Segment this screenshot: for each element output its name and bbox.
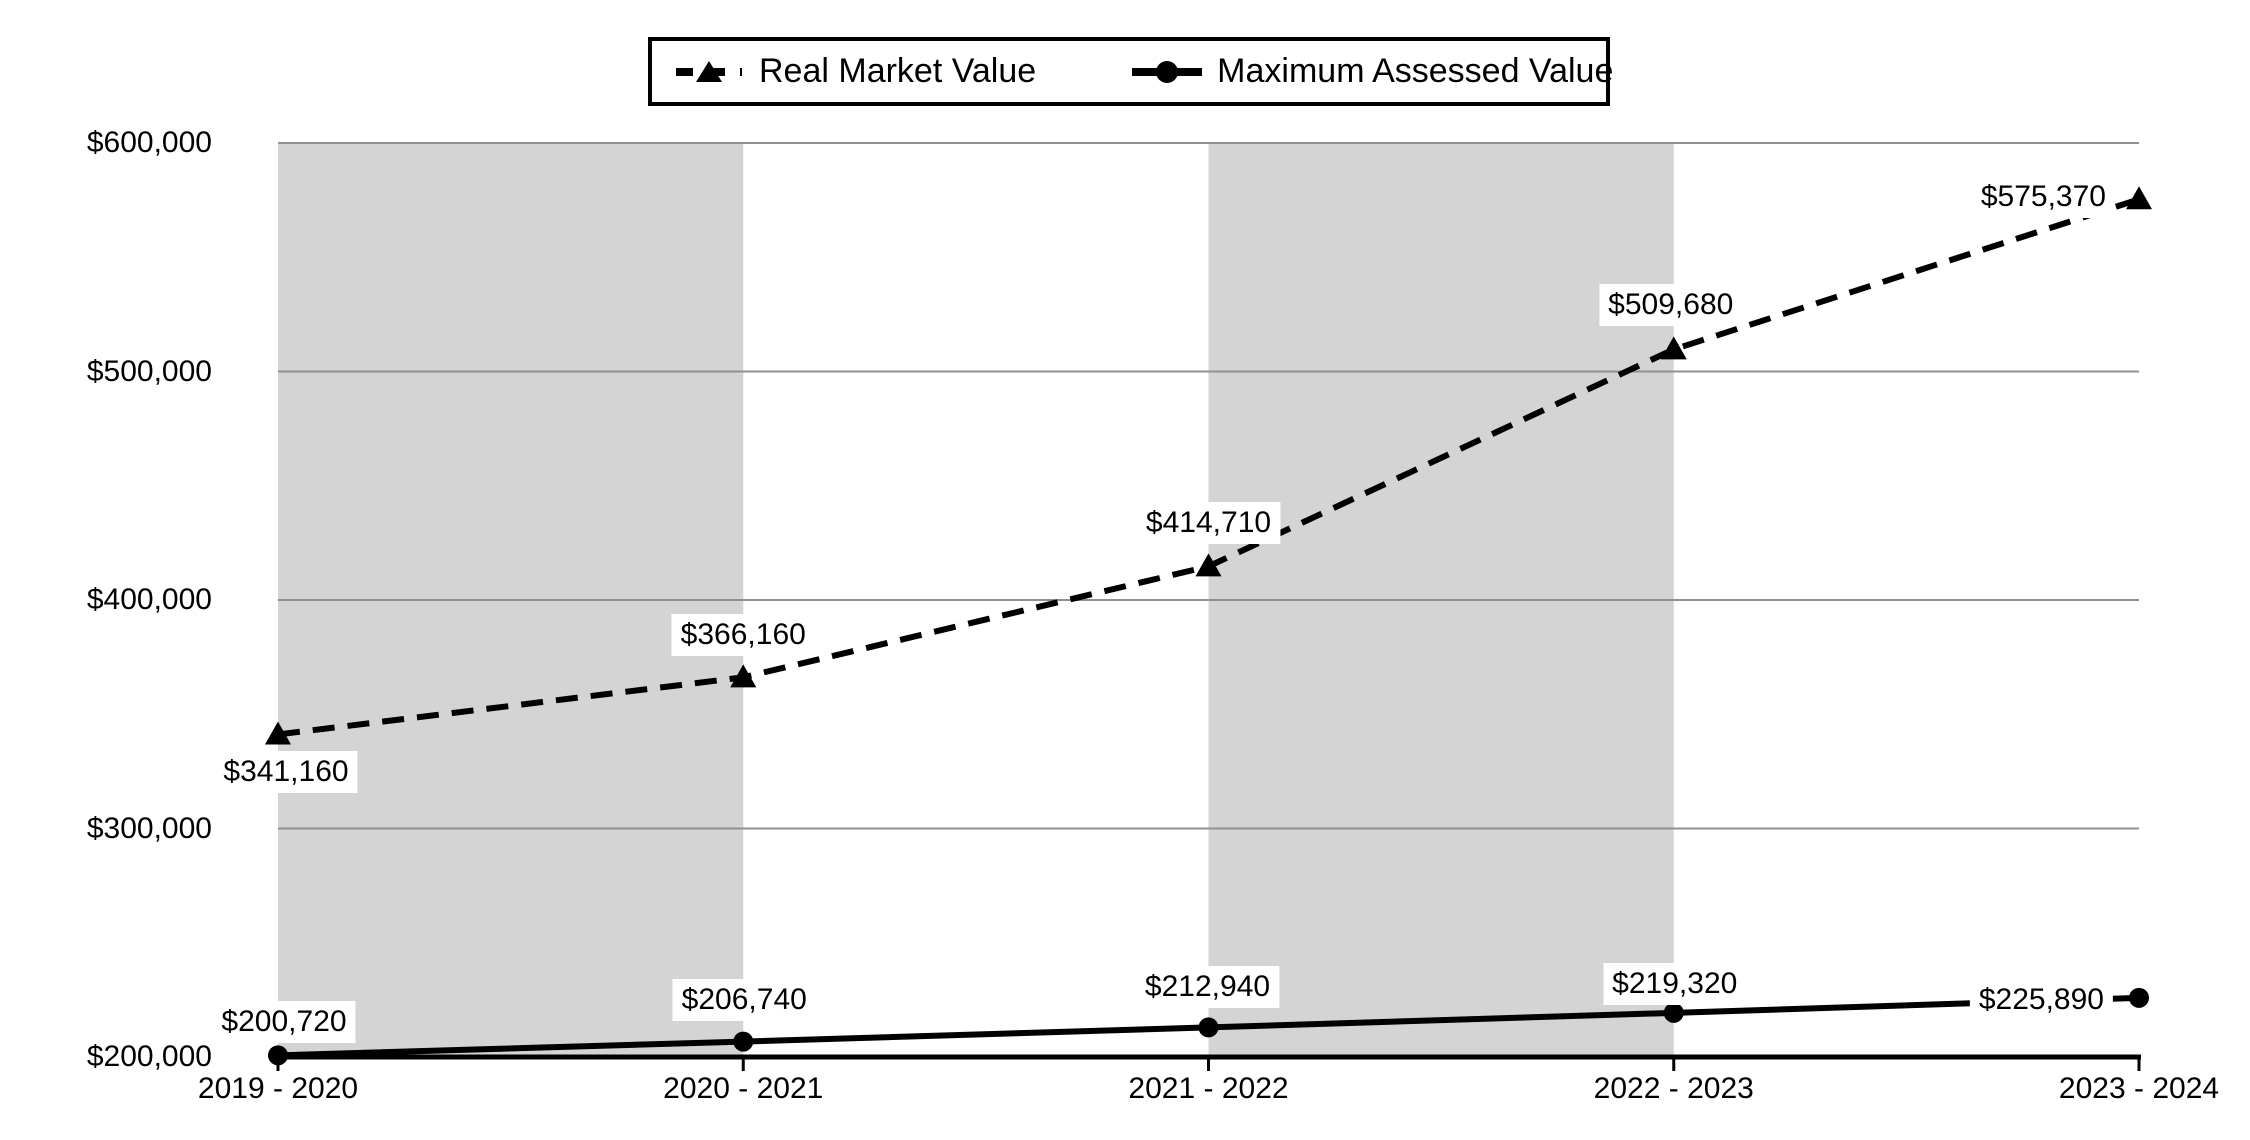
legend-item-maximum-assessed-value: Maximum Assessed Value bbox=[1132, 52, 1613, 91]
data-label-rmv-2019: $341,160 bbox=[214, 751, 358, 794]
x-axis-label-2019-2020: 2019 - 2020 bbox=[197, 1072, 359, 1105]
legend-label-real-market-value: Real Market Value bbox=[759, 52, 1037, 90]
y-axis-tick-500000: $500,000 bbox=[86, 354, 212, 388]
data-label-mav-2022: $219,320 bbox=[1603, 962, 1747, 1005]
x-axis-label-2020-2021: 2020 - 2021 bbox=[663, 1072, 824, 1105]
data-label-mav-2019: $200,720 bbox=[212, 1001, 356, 1044]
data-label-mav-2023: $225,890 bbox=[1969, 978, 2113, 1021]
dashed-triangle-line-icon bbox=[676, 60, 742, 82]
x-axis-label-2021-2022: 2021 - 2022 bbox=[1128, 1072, 1289, 1105]
data-label-mav-2021: $212,940 bbox=[1135, 966, 1280, 1009]
legend-item-real-market-value: Real Market Value bbox=[674, 52, 1036, 91]
y-axis-tick-200000: $200,000 bbox=[86, 1040, 212, 1073]
data-label-rmv-2022: $509,680 bbox=[1599, 284, 1743, 327]
y-axis-tick-600000: $600,000 bbox=[86, 126, 212, 159]
data-label-rmv-2021: $414,710 bbox=[1136, 502, 1281, 545]
legend-label-maximum-assessed-value: Maximum Assessed Value bbox=[1217, 52, 1614, 90]
y-axis-tick-300000: $300,000 bbox=[86, 811, 212, 845]
data-label-mav-2020: $206,740 bbox=[672, 978, 816, 1021]
data-label-rmv-2023: $575,370 bbox=[1971, 176, 2115, 219]
solid-circle-line-icon bbox=[1132, 60, 1203, 83]
x-axis-label-2023-2024: 2023 - 2024 bbox=[2058, 1072, 2220, 1105]
x-axis-label-2022-2023: 2022 - 2023 bbox=[1593, 1072, 1754, 1105]
chart-legend: Real Market Value Maximum Assessed Value bbox=[648, 37, 1613, 106]
data-label-rmv-2020: $366,160 bbox=[671, 614, 815, 657]
y-axis-tick-400000: $400,000 bbox=[86, 583, 212, 616]
